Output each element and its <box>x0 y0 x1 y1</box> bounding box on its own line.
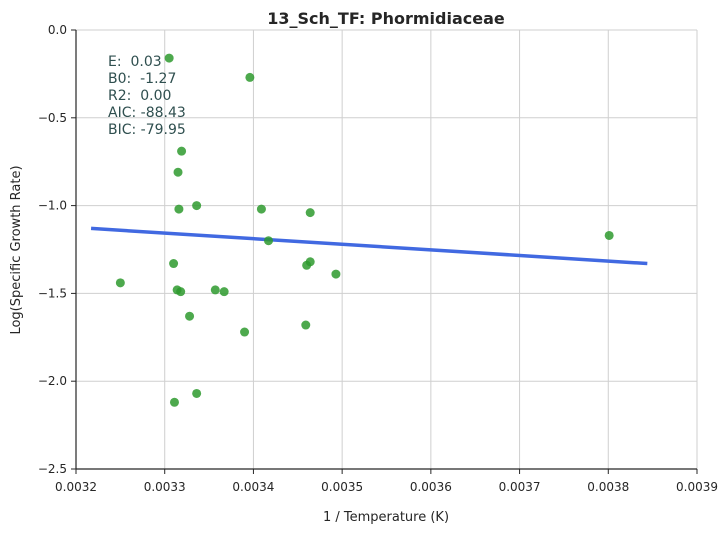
y-tick-label: −1.0 <box>38 199 67 213</box>
stat-line: AIC: -88.43 <box>108 105 186 121</box>
data-point <box>185 311 195 321</box>
stat-line: R2: 0.00 <box>108 88 171 104</box>
data-point <box>192 388 202 398</box>
data-point <box>301 320 311 330</box>
x-tick-label: 0.0035 <box>321 480 363 494</box>
data-point <box>219 287 229 297</box>
data-point <box>176 287 186 297</box>
data-point <box>192 201 202 211</box>
y-tick-label: −2.5 <box>38 462 67 476</box>
data-point <box>169 259 179 269</box>
data-point <box>240 327 250 337</box>
axes <box>75 30 697 470</box>
data-point <box>164 53 174 63</box>
data-point <box>177 146 187 156</box>
fit-line <box>90 226 648 266</box>
data-point <box>115 278 125 288</box>
data-point <box>264 236 274 246</box>
y-tick-label: −0.5 <box>38 111 67 125</box>
data-point <box>173 167 183 177</box>
data-point <box>174 204 184 214</box>
data-point <box>305 208 315 218</box>
fit-line-group <box>90 226 648 266</box>
data-point <box>604 230 614 240</box>
stat-line: B0: -1.27 <box>108 71 176 87</box>
data-point <box>245 72 255 82</box>
x-tick-label: 0.0032 <box>55 480 97 494</box>
y-axis-label: Log(Specific Growth Rate) <box>9 165 24 334</box>
y-tick-label: −2.0 <box>38 374 67 388</box>
data-points <box>115 53 614 407</box>
x-tick-label: 0.0039 <box>676 480 718 494</box>
stat-line: E: 0.03 <box>108 54 162 70</box>
data-point <box>256 204 266 214</box>
x-tick-label: 0.0038 <box>587 480 629 494</box>
x-tick-label: 0.0034 <box>232 480 274 494</box>
data-point <box>210 285 220 295</box>
x-axis-label: 1 / Temperature (K) <box>323 510 449 525</box>
x-tick-label: 0.0033 <box>144 480 186 494</box>
x-tick-label: 0.0036 <box>410 480 452 494</box>
ticks: 0.0032 0.0033 0.0034 0.0035 0.0036 0.0037 0.00… <box>38 23 718 494</box>
x-tick-label: 0.0037 <box>499 480 541 494</box>
data-point <box>331 269 341 279</box>
y-tick-label: 0.0 <box>48 23 67 37</box>
data-point <box>169 397 179 407</box>
stat-line: BIC: -79.95 <box>108 122 186 138</box>
chart-title: 13_Sch_TF: Phormidiaceae <box>267 9 505 28</box>
data-point <box>302 260 312 270</box>
y-tick-label: −1.5 <box>38 286 67 300</box>
